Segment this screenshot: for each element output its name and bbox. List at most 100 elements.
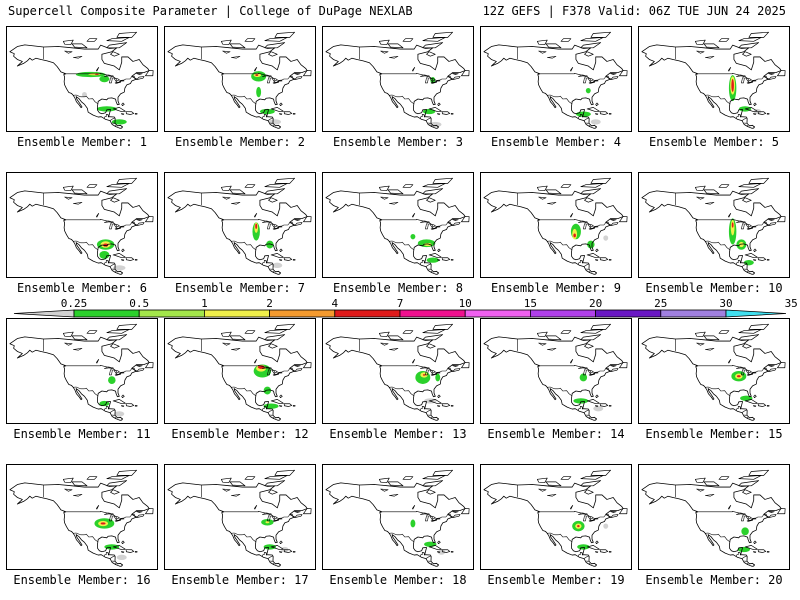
colorbar-tick-label: 2 [266,297,273,310]
scp-contour-area [255,74,259,76]
island-outline [777,70,786,77]
country-border [425,409,432,413]
island-outline [738,480,760,487]
member-map [167,469,312,567]
country-border [753,272,755,275]
island-outline [744,545,758,551]
country-border [705,240,731,251]
island-outline [428,107,442,113]
lake-outline [538,50,547,54]
island-outline [229,481,246,487]
island-outline [777,362,786,369]
coastline [641,44,782,129]
island-outline [450,113,454,115]
lake-outline [254,67,258,72]
island-outline [595,113,599,115]
country-border [279,564,281,567]
scp-contour-area [96,106,117,112]
lake-outline [271,369,278,374]
lake-outline [741,77,745,84]
island-outline [422,42,444,49]
island-outline [106,183,130,188]
island-outline [303,70,312,77]
country-border [583,117,590,121]
country-border [437,126,439,129]
island-outline [145,216,154,223]
country-border [547,386,573,397]
island-outline [738,183,762,188]
island-outline [619,70,628,77]
island-outline [586,399,600,405]
island-outline [71,189,88,195]
island-outline [619,362,628,369]
country-border [735,114,741,119]
lake-outline [429,223,436,228]
scp-contour-area [263,544,277,550]
island-outline [432,31,453,38]
coastline [641,336,782,421]
scp-contour-area [738,241,744,248]
island-outline [136,73,143,75]
island-outline [537,477,548,483]
island-outline [294,76,303,81]
country-border [389,94,415,105]
coastline [483,482,624,567]
country-border [73,386,99,397]
scp-contour-area [585,88,591,94]
country-border [577,406,583,411]
scp-contour-area [114,411,125,417]
lake-outline [109,515,113,522]
island-outline [402,38,414,42]
country-border [419,552,425,557]
lake-outline [96,359,100,364]
lake-outline [583,223,587,230]
lake-outline [570,505,574,510]
island-outline [595,394,599,399]
lake-outline [388,55,399,59]
island-outline [387,43,404,49]
lake-outline [113,515,120,520]
lake-outline [745,369,752,374]
island-outline [106,188,128,195]
island-outline [279,259,283,261]
island-outline [125,403,135,407]
island-outline [757,257,767,261]
island-outline [753,102,757,107]
island-outline [610,219,617,221]
member-caption: Ensemble Member: 4 [490,135,622,149]
island-outline [441,403,451,407]
lake-outline [230,201,241,205]
island-outline [718,330,730,334]
country-border [279,126,281,129]
coastline [167,482,308,567]
coastline [9,44,150,129]
colorbar-tick-label: 1 [201,297,208,310]
lake-outline [113,223,120,228]
island-outline [145,70,154,77]
member-caption: Ensemble Member: 9 [490,281,622,295]
colorbar-segment [660,309,727,318]
country-border [741,409,748,413]
colorbar-segment [138,309,205,318]
lake-outline [429,369,436,374]
island-outline [452,368,461,373]
country-border [537,511,610,522]
coastline [483,44,624,129]
island-outline [768,368,777,373]
colorbar-segment [203,309,270,318]
island-outline [599,111,609,115]
lake-outline [412,213,416,218]
island-outline [379,39,390,45]
island-outline [121,394,125,399]
lake-outline [109,77,113,84]
scp-contour-area [256,86,262,98]
island-outline [244,184,256,188]
island-outline [586,545,600,551]
island-outline [303,216,312,223]
lake-outline [728,359,732,364]
scp-contour-area [99,75,110,83]
lake-outline [388,493,399,497]
island-outline [426,197,436,203]
country-border [231,240,257,251]
island-outline [742,343,752,349]
